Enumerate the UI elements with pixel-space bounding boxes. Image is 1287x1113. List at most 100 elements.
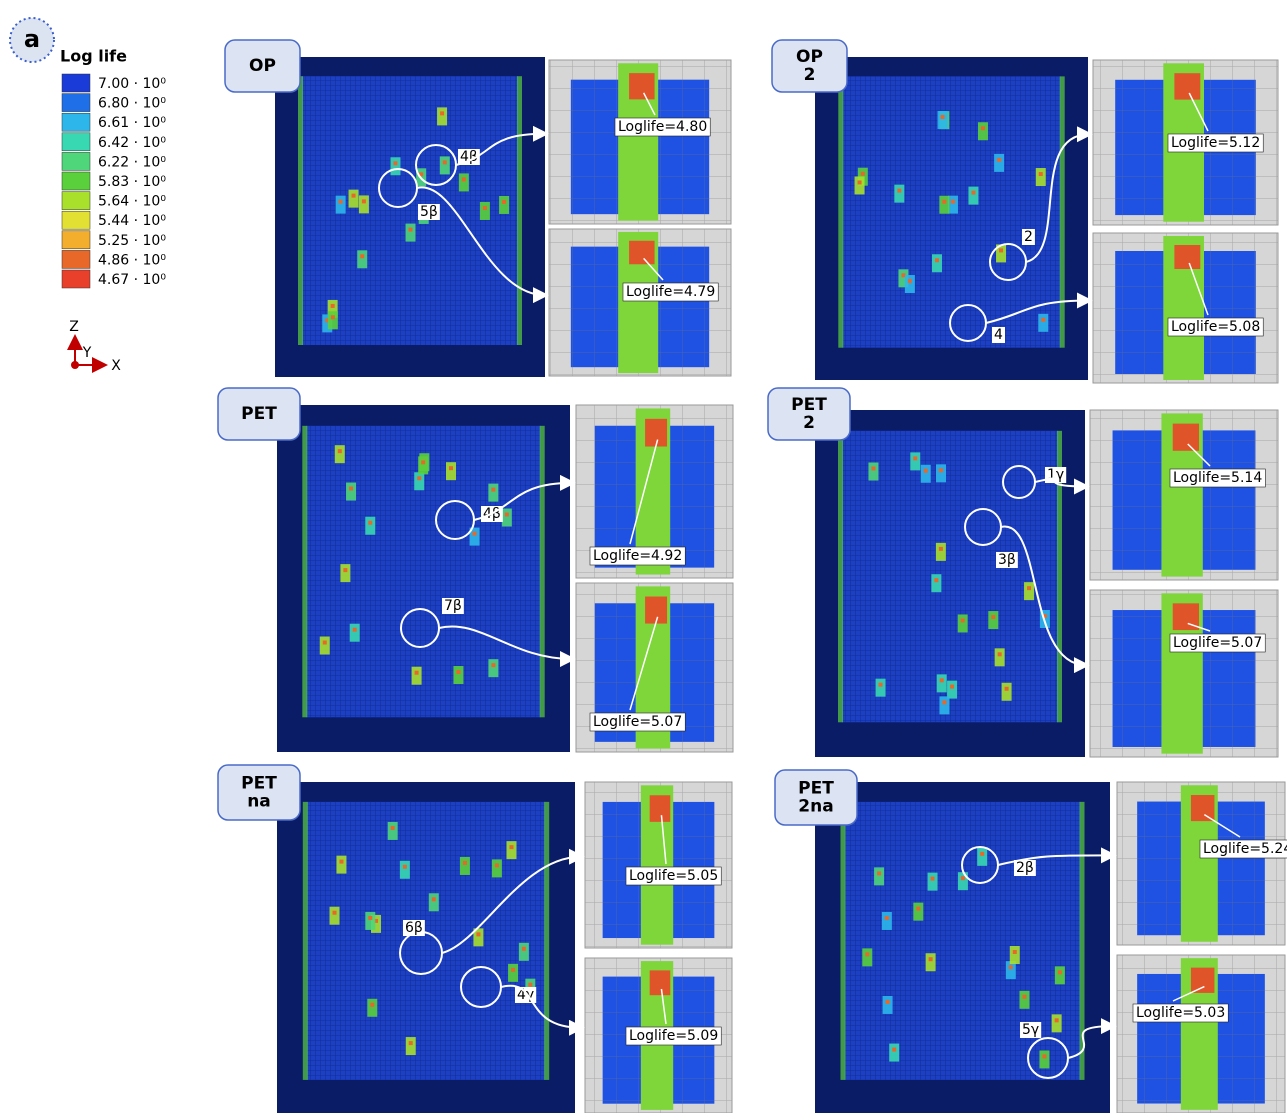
particle [999, 248, 1003, 252]
particle [336, 196, 346, 214]
particle [1052, 1014, 1062, 1032]
particle [929, 957, 933, 961]
particle [939, 196, 949, 214]
particle [950, 685, 954, 689]
particle [1039, 1050, 1049, 1068]
particle [519, 943, 529, 961]
inset-label: Loglife=4.92 [593, 548, 682, 564]
particle [913, 456, 917, 460]
panel-tag-text: PET [798, 779, 834, 799]
legend-label: 5.25 · 10⁰ [98, 233, 166, 249]
particle [1038, 314, 1048, 332]
particle [1036, 168, 1046, 186]
particle [446, 462, 456, 480]
particle [865, 952, 869, 956]
particle [961, 876, 965, 880]
inset-label: Loglife=5.05 [629, 868, 718, 884]
particle [495, 863, 499, 867]
inset-label: Loglife=4.79 [626, 284, 715, 300]
particle [449, 466, 453, 470]
axis-label: Y [82, 345, 92, 361]
particle [868, 462, 878, 480]
particle [998, 652, 1002, 656]
particle [491, 488, 495, 492]
particle [343, 568, 347, 572]
particle [1002, 683, 1012, 701]
particle [910, 452, 920, 470]
particle [971, 191, 975, 195]
inset-label: Loglife=5.09 [629, 1028, 718, 1044]
particle [391, 826, 395, 830]
particle [1019, 991, 1029, 1009]
particle [879, 683, 883, 687]
particle [905, 275, 915, 293]
particle [1058, 970, 1062, 974]
particle [483, 206, 487, 210]
particle [353, 628, 357, 632]
particle [362, 199, 366, 203]
particle [958, 872, 968, 890]
panel-label: a [24, 25, 40, 53]
axis-label: X [111, 358, 121, 374]
particle [997, 158, 1001, 162]
particle [421, 460, 425, 464]
model-edge [838, 431, 843, 722]
particle [400, 861, 410, 879]
inset-label: Loglife=5.24 [1203, 841, 1287, 857]
particle [368, 916, 372, 920]
model-edge [544, 802, 549, 1080]
particle [942, 200, 946, 204]
particle [432, 897, 436, 901]
particle [936, 464, 946, 482]
particle [978, 122, 988, 140]
particle [855, 176, 865, 194]
particle [453, 666, 463, 684]
inset-hotspot [1174, 245, 1200, 269]
particle [409, 1041, 413, 1045]
particle [393, 161, 397, 165]
particle [897, 189, 901, 193]
particle [405, 224, 415, 242]
particle [1039, 172, 1043, 176]
inset-hotspot [650, 795, 671, 822]
legend-swatch [62, 74, 90, 92]
inset-hotspot [1173, 424, 1199, 451]
particle [488, 484, 498, 502]
particle [1027, 586, 1031, 590]
particle [926, 953, 936, 971]
particle [473, 532, 477, 536]
marker-label: 4 [994, 327, 1003, 343]
model-edge [838, 76, 843, 347]
particle [323, 641, 327, 645]
particle [320, 637, 330, 655]
particle [440, 111, 444, 115]
inset-label: Loglife=5.07 [1173, 635, 1262, 651]
inset-label: Loglife=5.14 [1173, 470, 1262, 486]
inset-hotspot [645, 419, 667, 447]
particle [968, 187, 978, 205]
particle [365, 517, 375, 535]
particle [932, 254, 942, 272]
particle [1041, 318, 1045, 322]
particle [333, 911, 337, 915]
particle [488, 659, 498, 677]
particle [339, 200, 343, 204]
legend-label: 7.00 · 10⁰ [98, 76, 166, 92]
axis-triad: Z Y X [69, 319, 121, 374]
particle [511, 968, 515, 972]
particle [995, 648, 1005, 666]
particle [336, 856, 346, 874]
marker-label: 2β [1016, 860, 1034, 876]
particle [335, 445, 345, 463]
legend-swatch [62, 133, 90, 151]
model-edge [1060, 76, 1065, 347]
model-edge [298, 76, 303, 345]
inset-label: Loglife=5.07 [593, 714, 682, 730]
inset-label: Loglife=4.80 [618, 119, 707, 135]
inset-hotspot [629, 241, 654, 265]
legend-swatch [62, 152, 90, 170]
particle [1009, 965, 1013, 969]
particle [1010, 946, 1020, 964]
legend-label: 4.86 · 10⁰ [98, 252, 166, 268]
particle [502, 200, 506, 204]
